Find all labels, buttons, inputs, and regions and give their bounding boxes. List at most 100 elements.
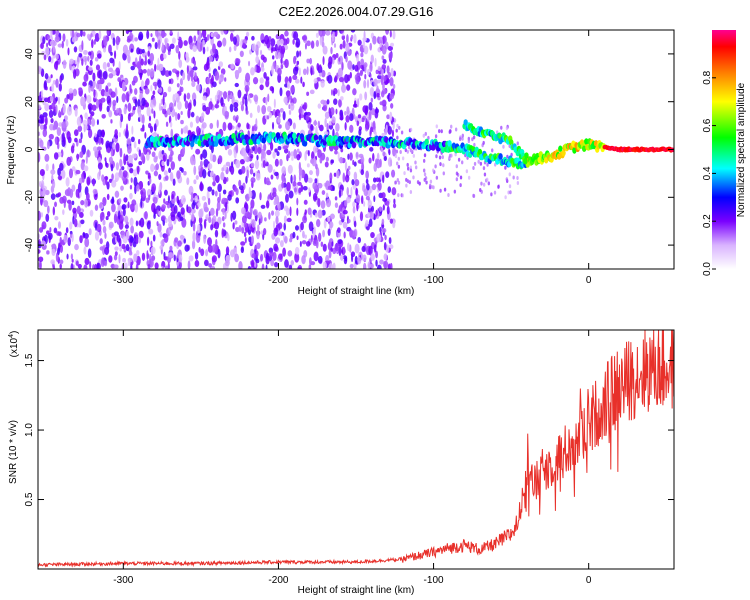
noise-blob [450,124,453,129]
noise-blob [504,195,507,200]
noise-blob [207,237,213,246]
noise-blob [222,91,228,100]
noise-blob [192,44,197,53]
noise-blob [59,162,64,171]
noise-blob [217,94,220,100]
noise-blob [125,91,130,102]
noise-blob [208,263,213,268]
noise-blob [332,31,335,37]
noise-blob [121,81,126,92]
noise-blob [91,104,97,111]
noise-blob [250,199,255,209]
noise-blob [350,30,356,33]
noise-blob [80,200,85,206]
noise-blob [304,209,307,215]
noise-blob [355,76,360,85]
noise-blob [136,165,140,175]
noise-blob [208,216,212,224]
noise-blob [290,151,294,157]
noise-blob [314,178,318,184]
noise-blob [129,84,132,93]
noise-blob [38,210,42,221]
noise-blob [198,208,204,219]
noise-blob [255,118,258,127]
noise-blob [187,102,192,111]
noise-blob [216,40,222,48]
noise-blob [84,124,88,131]
noise-blob [454,127,458,132]
noise-blob [210,32,214,38]
noise-blob [163,198,166,204]
noise-blob [78,212,84,219]
noise-blob [308,221,314,232]
noise-blob [52,264,56,269]
noise-blob [135,263,139,269]
noise-blob [139,217,145,228]
noise-blob [196,223,201,234]
snr-y-tick-label: 1.5 [24,353,35,367]
noise-blob [396,177,400,182]
noise-blob [422,158,426,163]
noise-blob [373,78,378,87]
noise-blob [83,73,89,82]
noise-blob [366,68,370,76]
noise-blob [243,231,247,238]
noise-blob [392,220,396,229]
noise-blob [327,216,331,222]
snr-y-tick-label: 0.5 [24,492,35,506]
noise-blob [235,58,241,65]
branch-trace-blob [463,119,468,126]
noise-blob [347,60,353,70]
noise-blob [472,194,476,199]
noise-blob [218,90,223,97]
noise-blob [149,102,153,108]
noise-blob [158,210,162,216]
noise-blob [339,116,344,121]
noise-blob [121,243,126,250]
noise-blob [259,192,262,201]
noise-blob [41,187,46,197]
noise-blob [328,263,334,269]
noise-blob [190,73,194,82]
noise-blob [76,153,79,162]
noise-blob [392,84,396,89]
noise-blob [50,193,56,200]
noise-blob [38,131,41,137]
noise-blob [164,38,167,49]
noise-blob [204,36,208,43]
noise-blob [387,157,393,167]
noise-blob [203,259,209,267]
noise-blob [364,107,368,116]
noise-blob [296,50,300,58]
noise-blob [334,243,340,252]
noise-blob [509,190,512,195]
noise-blob [151,183,157,193]
noise-blob [187,108,191,119]
noise-blob [102,61,107,70]
noise-blob [193,179,197,185]
noise-blob [448,130,451,135]
noise-blob [119,158,123,167]
noise-blob [46,250,50,255]
noise-blob [182,145,186,155]
noise-blob [255,55,260,64]
noise-blob [337,89,340,97]
noise-blob [320,200,326,209]
noise-blob [163,53,167,60]
noise-blob [150,84,153,92]
noise-blob [438,129,441,134]
noise-blob [108,73,114,79]
noise-blob [148,177,152,185]
noise-blob [482,166,486,171]
noise-blob [47,232,53,240]
noise-blob [71,258,74,263]
noise-blob [289,102,295,111]
noise-blob [344,199,348,207]
noise-blob [360,195,364,205]
noise-blob [93,89,96,98]
noise-blob [339,109,344,117]
noise-blob [405,177,408,182]
noise-blob [131,125,134,135]
noise-blob [73,218,78,228]
noise-blob [97,79,102,85]
